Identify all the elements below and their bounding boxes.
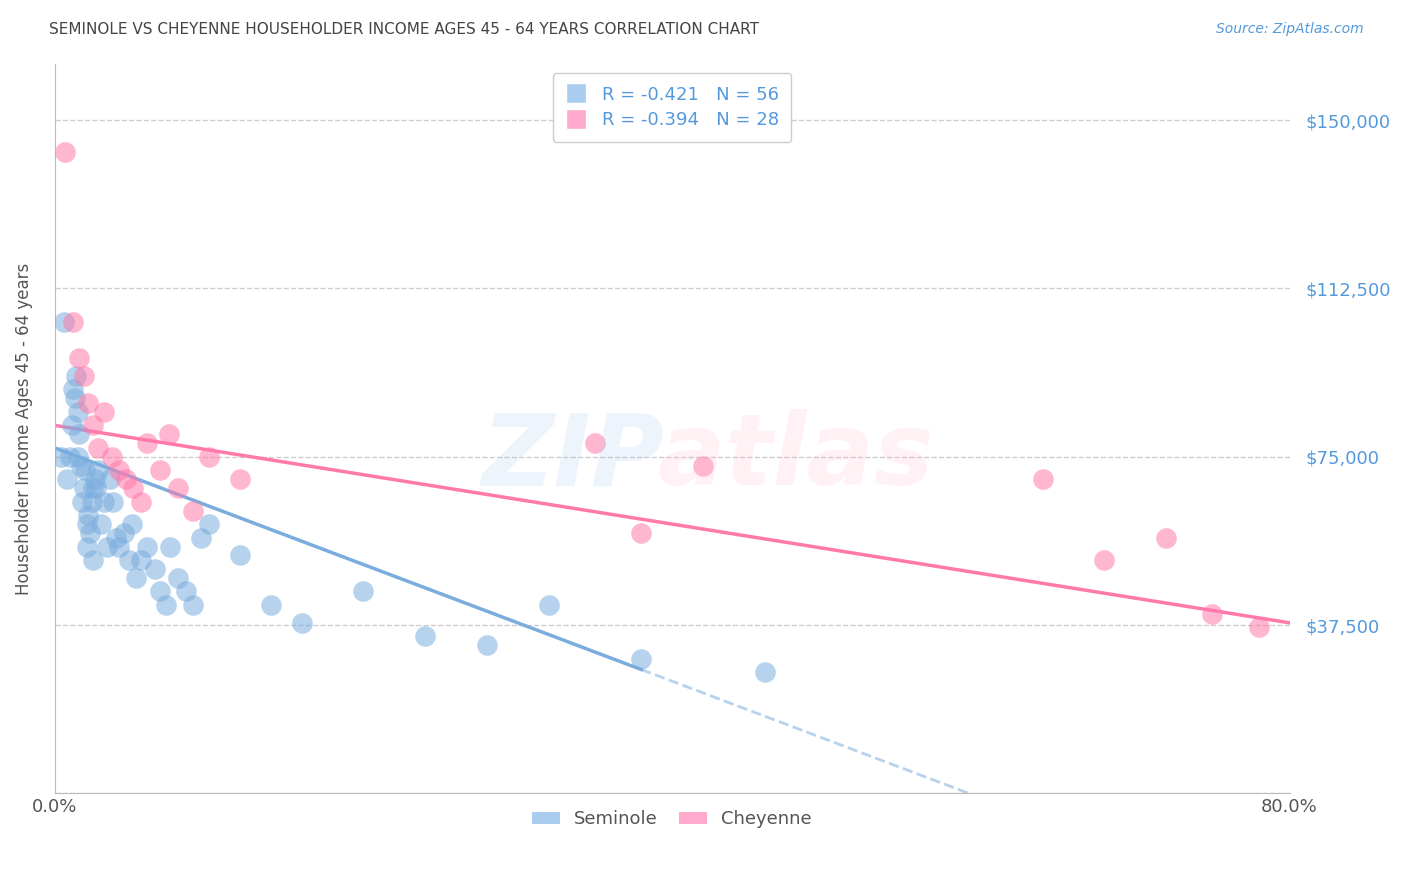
Point [117, 553, 139, 567]
Text: Source: ZipAtlas.com: Source: ZipAtlas.com [1216, 22, 1364, 37]
Point [183, 598, 205, 612]
Point [76, 540, 98, 554]
Point [413, 629, 436, 643]
Point [1092, 553, 1115, 567]
Point [1031, 472, 1053, 486]
Point [1201, 607, 1223, 621]
Y-axis label: Householder Income Ages 45 - 64 years: Householder Income Ages 45 - 64 years [15, 262, 32, 595]
Point [259, 598, 281, 612]
Point [84, 481, 107, 495]
Point [1247, 620, 1270, 634]
Point [190, 531, 212, 545]
Point [583, 436, 606, 450]
Point [87, 441, 110, 455]
Point [62, 315, 84, 329]
Point [114, 472, 136, 486]
Point [66, 450, 89, 464]
Point [93, 494, 115, 508]
Point [136, 436, 159, 450]
Point [630, 651, 652, 665]
Point [69, 458, 91, 473]
Text: ZIP: ZIP [482, 409, 665, 507]
Point [73, 481, 96, 495]
Point [98, 472, 121, 486]
Point [100, 450, 122, 464]
Point [125, 571, 148, 585]
Point [148, 584, 170, 599]
Point [77, 508, 100, 522]
Point [112, 526, 135, 541]
Point [62, 383, 84, 397]
Point [90, 517, 112, 532]
Point [630, 526, 652, 541]
Point [67, 351, 90, 365]
Point [136, 540, 159, 554]
Point [49, 450, 72, 464]
Point [475, 638, 498, 652]
Point [148, 463, 170, 477]
Point [77, 396, 100, 410]
Point [82, 481, 104, 495]
Point [96, 540, 118, 554]
Point [183, 503, 205, 517]
Point [121, 517, 143, 532]
Point [167, 571, 190, 585]
Point [1154, 531, 1177, 545]
Point [108, 540, 131, 554]
Point [159, 540, 181, 554]
Point [66, 405, 89, 419]
Point [87, 463, 110, 477]
Point [53, 145, 76, 159]
Point [198, 517, 221, 532]
Point [143, 562, 166, 576]
Point [72, 494, 94, 508]
Point [754, 665, 776, 680]
Point [229, 549, 252, 563]
Point [352, 584, 374, 599]
Point [82, 418, 104, 433]
Text: atlas: atlas [657, 409, 934, 507]
Point [75, 463, 97, 477]
Point [103, 494, 125, 508]
Point [80, 494, 103, 508]
Point [129, 553, 152, 567]
Point [167, 481, 190, 495]
Point [129, 494, 152, 508]
Text: SEMINOLE VS CHEYENNE HOUSEHOLDER INCOME AGES 45 - 64 YEARS CORRELATION CHART: SEMINOLE VS CHEYENNE HOUSEHOLDER INCOME … [49, 22, 759, 37]
Point [122, 481, 145, 495]
Point [60, 418, 83, 433]
Point [229, 472, 252, 486]
Point [157, 427, 180, 442]
Point [93, 405, 115, 419]
Point [290, 615, 312, 630]
Point [105, 531, 128, 545]
Point [67, 427, 90, 442]
Point [52, 315, 75, 329]
Point [73, 368, 96, 383]
Point [155, 598, 177, 612]
Point [63, 392, 86, 406]
Point [198, 450, 221, 464]
Point [692, 458, 714, 473]
Point [82, 553, 104, 567]
Point [83, 472, 105, 486]
Point [76, 517, 98, 532]
Point [65, 368, 87, 383]
Point [108, 463, 131, 477]
Point [56, 472, 79, 486]
Point [537, 598, 560, 612]
Point [174, 584, 197, 599]
Legend: Seminole, Cheyenne: Seminole, Cheyenne [526, 803, 818, 836]
Point [79, 526, 101, 541]
Point [59, 450, 82, 464]
